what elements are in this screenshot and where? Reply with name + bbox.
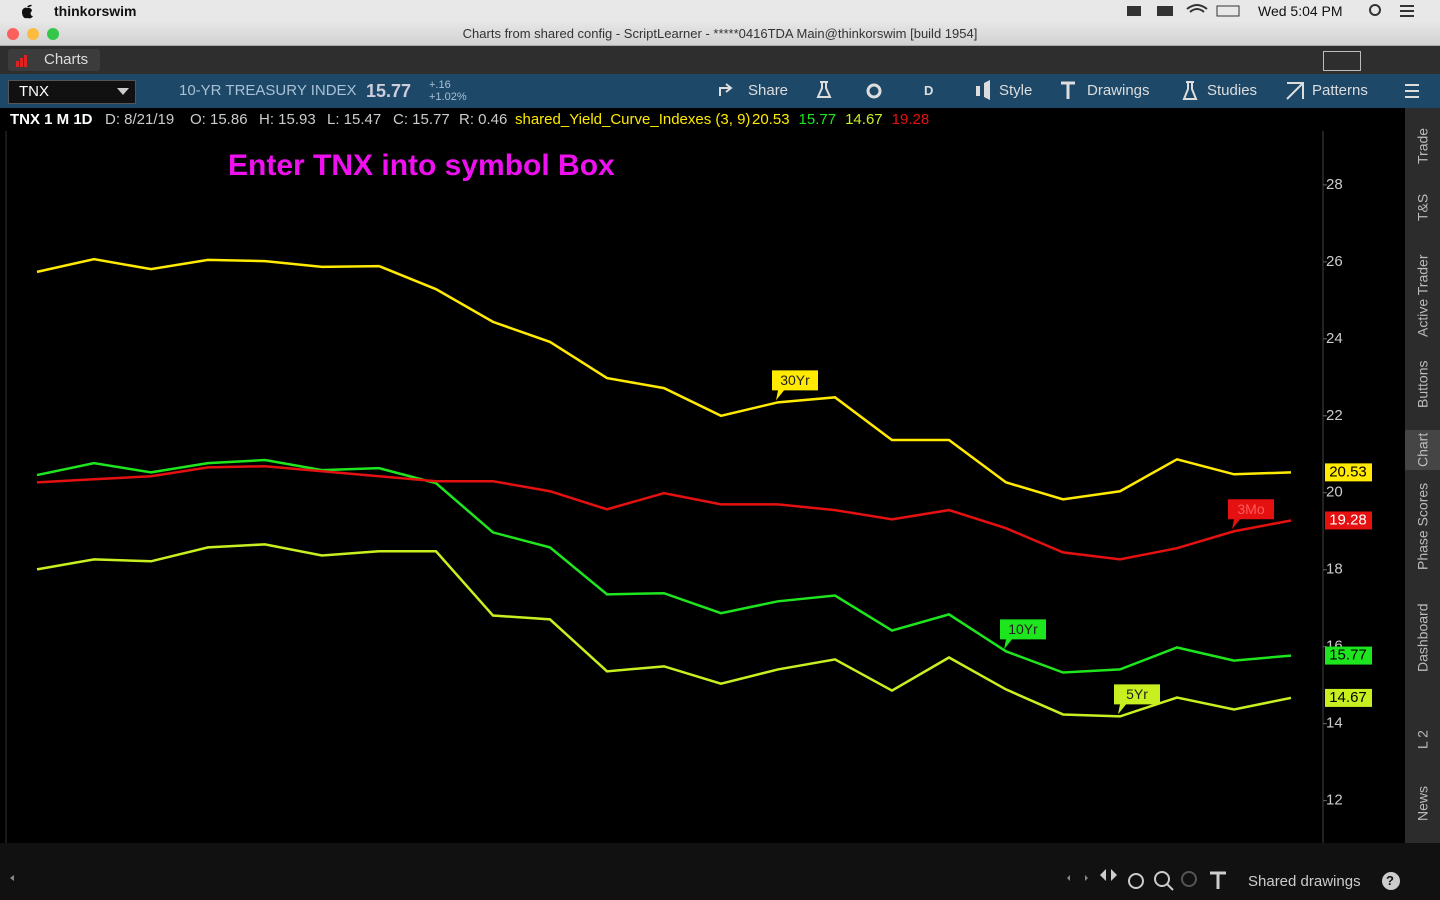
symbol-period: TNX 1 M 1D [10, 111, 93, 128]
side-tab[interactable]: Buttons [1414, 360, 1431, 408]
bubble-shape [772, 370, 818, 401]
last-value-tag [1325, 646, 1372, 665]
clock[interactable]: Wed 5:04 PM [1258, 3, 1343, 19]
last-value-label: 19.28 [1329, 511, 1367, 528]
patterns-button[interactable]: Patterns [1312, 82, 1368, 99]
footer-icons [10, 869, 1400, 891]
bubble-shape [1000, 619, 1046, 650]
bubble-label: 5Yr [1126, 686, 1148, 702]
date: D: 8/21/19 [105, 111, 175, 128]
series-bubble: 10Yr [1000, 619, 1046, 650]
y-tick-label: 12 [1326, 792, 1343, 809]
menu-bar: thinkorswim Wed 5:04 PM [0, 0, 1440, 22]
status-icons [1127, 4, 1414, 17]
tab-label[interactable]: Charts [44, 51, 89, 68]
last-value-label: 15.77 [1329, 647, 1367, 664]
side-tab[interactable]: Dashboard [1414, 603, 1431, 673]
toolbar-icons [719, 80, 1419, 100]
series-line [36, 257, 1292, 501]
studies-button[interactable]: Studies [1207, 82, 1258, 99]
side-tab[interactable]: News [1414, 785, 1431, 821]
app-name[interactable]: thinkorswim [54, 3, 137, 19]
tab-row: Charts [0, 46, 1440, 74]
side-tab[interactable]: T&S [1414, 193, 1431, 221]
side-tab[interactable]: L 2 [1414, 730, 1431, 750]
study-values: 20.53 15.77 14.67 19.28 [752, 111, 938, 128]
y-tick-label: 18 [1326, 561, 1343, 578]
chart-header: TNX 1 M 1D D: 8/21/19 O: 15.86 H: 15.93 … [0, 108, 1323, 131]
y-tick-label: 26 [1326, 253, 1343, 270]
y-tick-label: 28 [1326, 176, 1343, 193]
style-button[interactable]: Style [999, 82, 1033, 99]
drawings-button[interactable]: Drawings [1087, 82, 1150, 99]
last-value-tag [1325, 511, 1372, 530]
change-pct: +1.02% [429, 91, 467, 103]
side-tab[interactable]: Phase Scores [1414, 482, 1431, 570]
open: O: 15.86 [190, 111, 248, 128]
last-price: 15.77 [366, 81, 412, 101]
y-tick-label: 22 [1326, 407, 1343, 424]
aggregation-button[interactable]: D [924, 83, 934, 98]
range: R: 0.46 [459, 111, 508, 128]
shared-drawings[interactable]: Shared drawings [1248, 873, 1361, 890]
last-value-label: 14.67 [1329, 689, 1367, 706]
bubble-shape [1114, 684, 1160, 715]
last-value-tag [1325, 463, 1372, 482]
series-bubble: 5Yr [1114, 684, 1160, 715]
low: L: 15.47 [327, 111, 382, 128]
y-tick-label: 14 [1326, 715, 1343, 732]
series-bubble: 3Mo [1228, 499, 1274, 530]
window-controls[interactable] [6, 27, 66, 41]
help[interactable]: ? [1386, 873, 1394, 888]
study-name: shared_Yield_Curve_Indexes (3, 9) [515, 111, 751, 128]
bubble-shape [1228, 499, 1274, 530]
series-bubble: 30Yr [772, 370, 818, 401]
description: 10-YR TREASURY INDEX [179, 82, 357, 99]
chart: Enter TNX into symbol Box 12141618202224… [0, 131, 1405, 843]
study-value: 15.77 [798, 111, 837, 128]
last-value-tag [1325, 688, 1372, 707]
title-bar: Charts from shared config - ScriptLearne… [0, 22, 1440, 46]
bubble-label: 3Mo [1237, 501, 1264, 517]
side-tab[interactable]: Trade [1414, 127, 1431, 164]
series-line [36, 458, 1292, 674]
high: H: 15.93 [259, 111, 316, 128]
annotation: Enter TNX into symbol Box [228, 149, 615, 182]
change: +.16 [429, 79, 451, 91]
side-tabs: Trade T&S Active Trader Buttons Chart Phase S… [1405, 108, 1440, 843]
bubble-label: 10Yr [1008, 621, 1038, 637]
layout-button[interactable] [1323, 51, 1361, 71]
toolbar: TNX 10-YR TREASURY INDEX 15.77 +.16 +1.0… [0, 74, 1440, 108]
series-line [36, 464, 1292, 561]
last-value-label: 20.53 [1329, 463, 1367, 480]
charts-tab[interactable]: Charts [8, 49, 100, 71]
study-value: 19.28 [891, 111, 930, 128]
study-value: 14.67 [845, 111, 883, 128]
study-value: 20.53 [752, 111, 790, 128]
footer: Shared drawings ? [0, 843, 1440, 900]
y-tick-label: 20 [1326, 484, 1343, 501]
symbol[interactable]: TNX [19, 83, 49, 100]
share-button[interactable]: Share [748, 82, 789, 99]
close: C: 15.77 [393, 111, 450, 128]
bubble-label: 30Yr [780, 372, 810, 388]
side-tab[interactable]: Active Trader [1414, 254, 1431, 337]
series-line [36, 543, 1292, 718]
apple-icon[interactable] [20, 3, 34, 19]
window-title: Charts from shared config - ScriptLearne… [462, 26, 978, 41]
y-tick-label: 24 [1326, 330, 1343, 347]
symbol-box[interactable]: TNX [8, 80, 136, 104]
side-tab[interactable]: Chart [1405, 430, 1440, 470]
